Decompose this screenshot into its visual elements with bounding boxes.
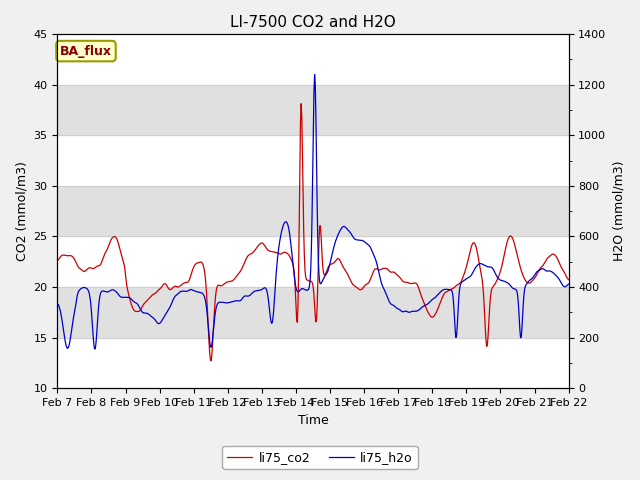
li75_h2o — [54, 301, 61, 307]
li75_h2o — [564, 281, 572, 287]
li75_h2o — [495, 276, 502, 282]
li75_h2o — [365, 242, 373, 248]
Bar — [58, 287, 568, 338]
li75_co2 — [207, 358, 215, 364]
Bar — [58, 84, 568, 135]
Title: LI-7500 CO2 and H2O: LI-7500 CO2 and H2O — [230, 15, 396, 30]
li75_co2 — [564, 276, 572, 282]
li75_co2 — [352, 284, 360, 289]
Y-axis label: H2O (mmol/m3): H2O (mmol/m3) — [612, 161, 625, 262]
li75_h2o — [442, 287, 450, 292]
li75_co2 — [365, 279, 373, 285]
li75_co2 — [85, 265, 93, 271]
Line: li75_co2: li75_co2 — [58, 104, 568, 361]
X-axis label: Time: Time — [298, 414, 328, 427]
li75_h2o — [381, 287, 388, 293]
li75_co2 — [381, 265, 388, 271]
li75_co2 — [442, 289, 450, 295]
Bar — [58, 186, 568, 237]
li75_h2o — [85, 289, 93, 295]
Legend: li75_co2, li75_h2o: li75_co2, li75_h2o — [222, 446, 418, 469]
li75_h2o — [352, 237, 360, 242]
li75_h2o — [311, 72, 319, 77]
li75_co2 — [495, 273, 502, 278]
Y-axis label: CO2 (mmol/m3): CO2 (mmol/m3) — [15, 161, 28, 261]
li75_co2 — [54, 258, 61, 264]
Line: li75_h2o: li75_h2o — [58, 74, 568, 349]
li75_h2o — [92, 346, 99, 352]
Text: BA_flux: BA_flux — [60, 45, 112, 58]
li75_co2 — [298, 101, 305, 107]
